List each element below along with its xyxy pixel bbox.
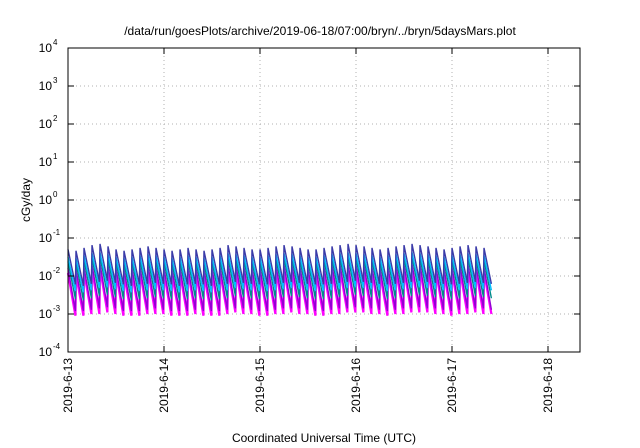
y-tick-exponent: -3 — [53, 304, 61, 313]
x-tick-label: 2019-6-17 — [445, 358, 459, 413]
x-tick-label: 2019-6-16 — [349, 358, 363, 413]
y-tick-label: 10 — [39, 345, 53, 359]
y-tick-label: 10 — [39, 41, 53, 55]
y-tick-exponent: 3 — [53, 76, 58, 85]
x-tick-label: 2019-6-14 — [157, 358, 171, 413]
chart-title: /data/run/goesPlots/archive/2019-06-18/0… — [124, 24, 516, 38]
x-tick-label: 2019-6-18 — [541, 358, 555, 413]
y-tick-label: 10 — [39, 269, 53, 283]
y-tick-label: 10 — [39, 117, 53, 131]
y-tick-label: 10 — [39, 193, 53, 207]
x-axis: 2019-6-13 2019-6-14 2019-6-15 2019-6-16 2019… — [61, 48, 555, 413]
y-axis-label: cGy/day — [19, 178, 33, 222]
series-layer — [66, 243, 493, 316]
y-tick-exponent: -2 — [53, 266, 61, 275]
y-tick-label: 10 — [39, 79, 53, 93]
y-tick-label: 10 — [39, 231, 53, 245]
y-tick-exponent: 0 — [53, 190, 58, 199]
y-tick-exponent: -4 — [53, 342, 61, 351]
y-tick-exponent: 2 — [53, 114, 58, 123]
y-tick-label: 10 — [39, 155, 53, 169]
x-tick-label: 2019-6-15 — [253, 358, 267, 413]
y-tick-exponent: -1 — [53, 228, 61, 237]
y-tick-exponent: 4 — [53, 38, 58, 47]
x-tick-label: 2019-6-13 — [61, 358, 75, 413]
x-axis-label: Coordinated Universal Time (UTC) — [232, 431, 416, 445]
y-tick-exponent: 1 — [53, 152, 58, 161]
y-tick-label: 10 — [39, 307, 53, 321]
series-line — [67, 243, 493, 287]
